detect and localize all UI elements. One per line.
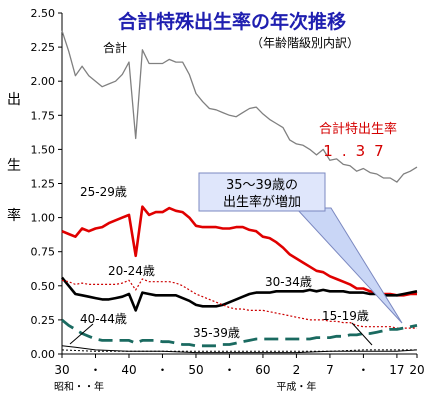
x-tick-label: ・ — [223, 363, 235, 377]
y-axis-label-2: 生 — [7, 158, 21, 174]
series-line — [61, 318, 418, 348]
callout-line-1: 35～39歳の — [226, 178, 298, 193]
y-tick-label: 2.25 — [31, 41, 56, 54]
highlight-label: 合計特出生率 — [319, 121, 397, 137]
x-tick-label: 20 — [409, 363, 424, 377]
y-tick-label: 0.00 — [31, 348, 56, 361]
annotation-total: 合計 — [103, 40, 127, 55]
y-tick-label: 2.00 — [31, 75, 56, 88]
y-tick-label: 2.50 — [31, 7, 56, 20]
series-group — [60, 30, 418, 354]
leader-40-44 — [69, 323, 94, 345]
y-tick-label: 0.75 — [31, 246, 56, 259]
chart-title: 合計特殊出生率の年次推移 — [118, 10, 346, 33]
x-tick-label: 17 — [389, 363, 404, 377]
x-tick-label: ・ — [156, 363, 168, 377]
x-era-label: 平成・年 — [276, 380, 316, 393]
series-line — [61, 345, 418, 354]
x-tick-label: 30 — [54, 363, 69, 377]
annotation-30-34: 30-34歳 — [265, 275, 312, 289]
highlight-value: 1.37 — [323, 142, 392, 160]
x-tick-label: 7 — [326, 363, 334, 377]
series-line — [61, 30, 418, 183]
x-era-label: 昭和・・年 — [54, 380, 104, 393]
leader-15-19 — [351, 322, 373, 346]
y-tick-label: 1.00 — [31, 212, 56, 225]
x-tick-label: 50 — [188, 363, 203, 377]
y-tick-label: 1.50 — [31, 143, 56, 156]
y-tick-label: 1.75 — [31, 109, 56, 122]
annotation-25-29: 25-29歳 — [80, 185, 127, 199]
annotation-15-19: 15-19歳 — [322, 309, 369, 323]
axes: 0.00 0.25 0.50 0.75 1.00 1.25 1.50 1.75 2.00 2.25… — [31, 7, 425, 393]
x-tick-label: ・ — [89, 363, 101, 377]
annotation-20-24: 20-24歳 — [108, 264, 155, 278]
x-tick-label: ・ — [357, 363, 369, 377]
series-line — [60, 276, 418, 312]
annotation-35-39: 35-39歳 — [193, 326, 240, 340]
y-tick-label: 0.50 — [31, 280, 56, 293]
x-tick-label: 40 — [121, 363, 136, 377]
callout-line-2: 出生率が増加 — [223, 194, 301, 210]
x-tick-label: 2 — [293, 363, 301, 377]
chart-subtitle: （年齢階級別内訳） — [251, 35, 359, 50]
y-axis-label-3: 率 — [7, 207, 21, 224]
series-line — [61, 278, 417, 329]
annotation-40-44: 40-44歳 — [80, 312, 127, 326]
callout-pointer — [294, 207, 403, 324]
y-axis-label-1: 出 — [7, 92, 21, 108]
callout-box — [198, 172, 326, 212]
y-tick-label: 1.25 — [31, 178, 56, 191]
x-tick-label: 60 — [255, 363, 270, 377]
series-line — [61, 205, 417, 297]
y-tick-label: 0.25 — [31, 314, 56, 327]
